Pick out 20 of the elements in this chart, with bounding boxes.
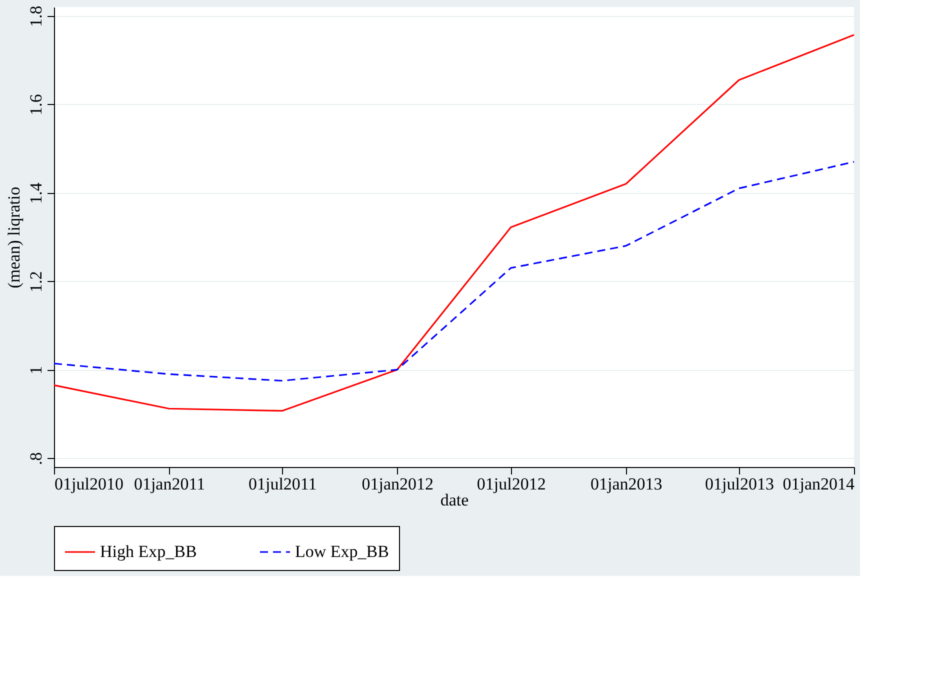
x-tick-label: 01jan2012 xyxy=(362,474,434,494)
x-tick-label: 01jan2011 xyxy=(134,474,206,494)
y-tick-label: 1.4 xyxy=(26,182,46,204)
y-tick-label: 1.6 xyxy=(26,94,46,116)
y-tick-label: 1 xyxy=(26,366,46,374)
x-tick-label: 01jan2014 xyxy=(782,474,855,494)
legend-label: High Exp_BB xyxy=(100,542,197,561)
y-tick-label: 1.2 xyxy=(26,271,46,292)
y-tick-label: .8 xyxy=(26,452,46,466)
x-tick-label: 01jul2013 xyxy=(705,474,774,494)
line-series xyxy=(53,161,855,382)
x-axis-title: date xyxy=(440,490,469,510)
x-tick-label: 01jul2010 xyxy=(54,474,124,494)
x-tick-label: 01jan2013 xyxy=(590,474,662,494)
legend-label: Low Exp_BB xyxy=(295,542,389,561)
x-tick-label: 01jul2012 xyxy=(476,474,546,494)
x-tick-label: 01jul2011 xyxy=(248,474,317,494)
line-series xyxy=(53,34,855,412)
y-axis-title: (mean) liqratio xyxy=(4,186,24,288)
y-tick-label: 1.8 xyxy=(26,6,46,27)
